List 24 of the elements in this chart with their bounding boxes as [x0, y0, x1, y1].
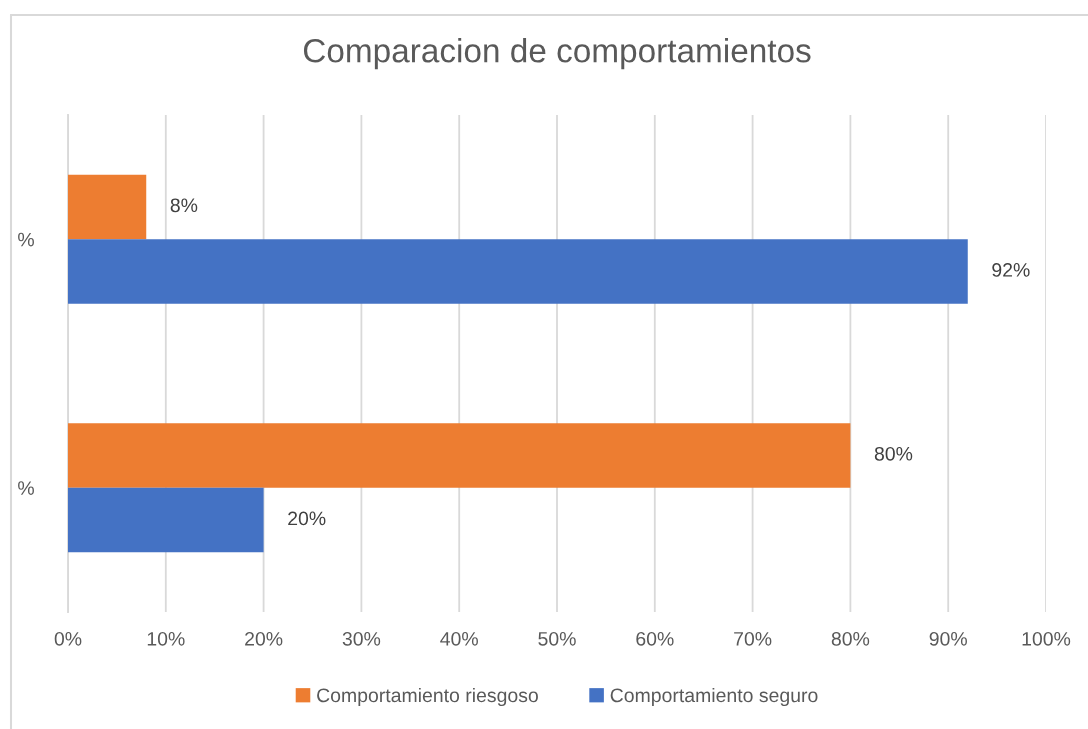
legend-label: Comportamiento seguro	[610, 687, 818, 707]
x-tick-label: 30%	[342, 631, 381, 646]
x-tick-label: 90%	[929, 631, 967, 646]
data-label: 20%	[288, 511, 326, 526]
bar	[68, 239, 968, 304]
y-tick-label: %	[18, 232, 34, 247]
data-label: 80%	[874, 446, 913, 461]
chart-title: Comparacion de comportamientos	[303, 38, 811, 70]
x-tick-label: 20%	[245, 631, 283, 646]
x-tick-label: 40%	[440, 631, 478, 646]
data-label: 92%	[992, 263, 1030, 277]
bar	[68, 487, 264, 553]
data-label: 8%	[170, 198, 198, 213]
bar	[68, 174, 147, 240]
x-tick-label: 60%	[636, 631, 674, 646]
x-tick-label: 50%	[538, 631, 576, 646]
y-tick-label: %	[18, 481, 34, 495]
legend-label: Comportamiento riesgoso	[317, 687, 538, 707]
x-tick-label: 0%	[54, 631, 82, 646]
bar	[68, 423, 851, 488]
x-tick-label: 70%	[734, 631, 772, 646]
x-tick-label: 10%	[147, 631, 185, 646]
x-tick-label: 100%	[1022, 631, 1071, 646]
x-tick-label: 80%	[831, 631, 870, 646]
